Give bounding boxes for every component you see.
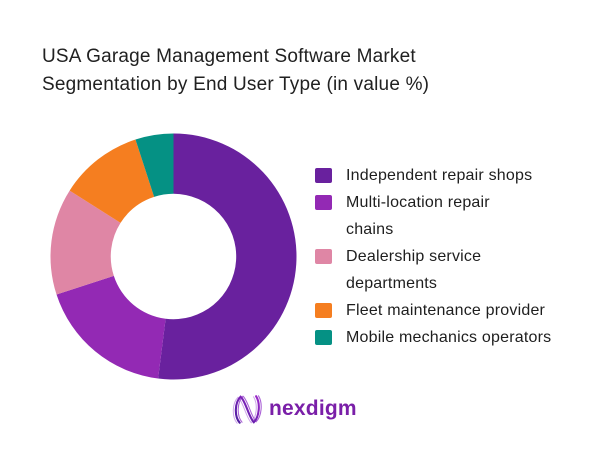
text-line: departments (346, 275, 438, 292)
pie-slice-fleet-maintenance-provider (69, 139, 155, 223)
legend-label: Dealership service departments (346, 243, 481, 297)
legend-swatch (315, 249, 332, 264)
chart-legend: Independent repair shops Multi-location r… (315, 162, 587, 351)
legend-item: Dealership service departments (315, 243, 587, 297)
text-line: Independent repair shops (346, 167, 533, 184)
legend-swatch (315, 330, 332, 345)
nexdigm-logo: nexdigm (231, 391, 357, 427)
legend-swatch (315, 303, 332, 318)
legend-label: Multi-location repair chains (346, 189, 490, 243)
legend-label: Independent repair shops (346, 162, 532, 189)
text-line: chains (346, 221, 394, 238)
legend-item: Mobile mechanics operators (315, 324, 587, 351)
text-line: Multi-location repair (346, 194, 490, 211)
legend-item: Multi-location repair chains (315, 189, 587, 243)
text-line: Mobile mechanics operators (346, 329, 552, 346)
text-line: Fleet maintenance provider (346, 302, 546, 319)
legend-item: Independent repair shops (315, 162, 587, 189)
chart-title: USA Garage Management Software Market Seg… (42, 43, 429, 99)
text-line: Dealership service (346, 248, 482, 265)
nexdigm-wave-n-icon (232, 395, 262, 424)
text-line: USA Garage Management Software Market (42, 46, 416, 67)
pie-slice-dealership-service-departments (50, 190, 121, 295)
donut-chart (50, 133, 297, 380)
legend-swatch (315, 168, 332, 183)
donut-chart-svg (50, 133, 297, 380)
legend-swatch (315, 195, 332, 210)
text-line: Segmentation by End User Type (in value … (42, 74, 430, 95)
legend-label: Mobile mechanics operators (346, 324, 551, 351)
pie-slice-multi-location-repair-chains (56, 275, 166, 379)
pie-slice-independent-repair-shops (158, 133, 297, 380)
legend-label: Fleet maintenance provider (346, 297, 545, 324)
legend-item: Fleet maintenance provider (315, 297, 587, 324)
pie-slice-mobile-mechanics-operators (135, 133, 174, 197)
nexdigm-wordmark: nexdigm (269, 397, 357, 420)
